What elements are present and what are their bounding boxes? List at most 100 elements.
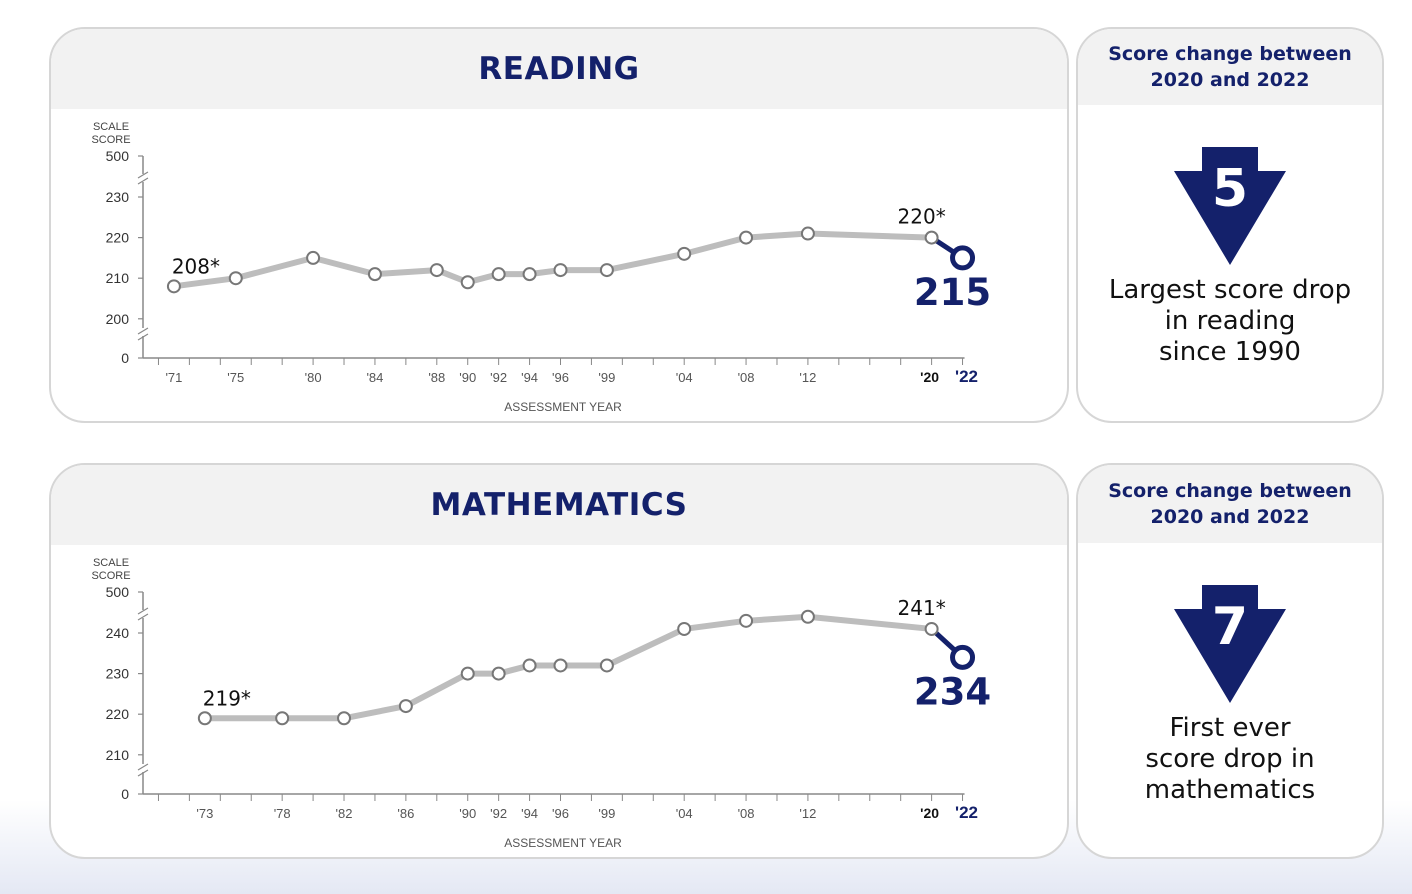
x-tick-label: '75 [227, 370, 244, 385]
x-tick-label: '20 [920, 369, 939, 385]
y-tick-label: 220 [106, 706, 130, 722]
y-tick-label: 240 [106, 625, 130, 641]
data-label: 219* [203, 686, 251, 710]
data-point [522, 658, 537, 673]
reading-score-change-panel: Score change between 2020 and 2022 5 Lar… [1076, 27, 1384, 423]
x-tick-label: '96 [552, 370, 569, 385]
x-tick-label: '94 [521, 370, 538, 385]
data-point [398, 699, 413, 714]
y-tick-label: 0 [121, 350, 129, 366]
x-tick-label: '08 [738, 370, 755, 385]
x-axis-title: ASSESSMENT YEAR [504, 400, 622, 414]
data-point [306, 250, 321, 265]
data-point [677, 246, 692, 261]
x-tick-label: '04 [676, 806, 693, 821]
mathematics-score-change-body: 7 First ever score drop in mathematics [1078, 585, 1382, 806]
x-tick-label: '90 [459, 806, 476, 821]
data-point [553, 263, 568, 278]
data-point [599, 263, 614, 278]
data-point [924, 621, 939, 636]
latest-score-label: 234 [914, 670, 991, 713]
x-tick-label: '12 [799, 370, 816, 385]
score-change-caption: Largest score drop in reading since 1990 [1108, 275, 1352, 367]
x-tick-label: '22 [955, 803, 978, 822]
data-point [367, 267, 382, 282]
reading-header: READING [51, 29, 1067, 109]
reading-score-change-body: 5 Largest score drop in reading since 19… [1078, 147, 1382, 368]
data-point [553, 658, 568, 673]
data-point [197, 711, 212, 726]
axis-break-mark [137, 327, 149, 341]
score-change-value: 5 [1211, 159, 1249, 219]
x-tick-label: '96 [552, 806, 569, 821]
latest-data-point [950, 644, 976, 670]
x-tick-label: '92 [490, 806, 507, 821]
data-label: 208* [172, 254, 220, 278]
reading-title: READING [478, 51, 640, 87]
x-tick-label: '80 [305, 370, 322, 385]
down-arrow-icon: 5 [1168, 147, 1292, 267]
y-tick-label: 200 [106, 311, 130, 327]
y-tick-label: 500 [106, 148, 130, 164]
data-point [228, 271, 243, 286]
axis-break-mark [137, 171, 149, 185]
score-change-title: Score change between 2020 and 2022 [1108, 480, 1352, 528]
data-label: 241* [898, 596, 946, 620]
latest-score-label: 215 [914, 271, 991, 314]
x-tick-label: '73 [196, 806, 213, 821]
score-change-caption: First ever score drop in mathematics [1144, 713, 1316, 805]
x-tick-label: '04 [676, 370, 693, 385]
y-axis-title: SCALE [93, 121, 129, 133]
y-tick-label: 230 [106, 666, 130, 682]
x-tick-label: '08 [738, 806, 755, 821]
score-change-title: Score change between 2020 and 2022 [1108, 43, 1352, 91]
data-point [739, 230, 754, 245]
data-point [460, 275, 475, 290]
x-tick-label: '84 [366, 370, 383, 385]
x-tick-label: '90 [459, 370, 476, 385]
data-point [522, 267, 537, 282]
data-point [599, 658, 614, 673]
data-point [800, 609, 815, 624]
data-point [166, 279, 181, 294]
y-tick-label: 0 [121, 786, 129, 802]
x-tick-label: '71 [165, 370, 182, 385]
data-point [491, 666, 506, 681]
y-axis-title: SCALE [93, 557, 129, 569]
mathematics-score-change-header: Score change between 2020 and 2022 [1078, 465, 1382, 543]
x-tick-label: '94 [521, 806, 538, 821]
x-tick-label: '99 [598, 806, 615, 821]
data-point [800, 226, 815, 241]
x-tick-label: '22 [955, 367, 978, 386]
y-axis-title: SCORE [91, 134, 130, 146]
x-tick-label: '78 [274, 806, 291, 821]
x-tick-label: '86 [397, 806, 414, 821]
score-change-value: 7 [1211, 597, 1249, 657]
x-tick-label: '99 [598, 370, 615, 385]
axis-break-mark [137, 763, 149, 777]
reading-score-change-header: Score change between 2020 and 2022 [1078, 29, 1382, 105]
y-tick-label: 230 [106, 189, 130, 205]
x-tick-label: '88 [428, 370, 445, 385]
y-tick-label: 210 [106, 747, 130, 763]
latest-data-point [950, 245, 976, 271]
y-tick-label: 210 [106, 270, 130, 286]
data-point [337, 711, 352, 726]
y-tick-label: 220 [106, 230, 130, 246]
data-label: 220* [898, 205, 946, 229]
down-arrow-icon: 7 [1168, 585, 1292, 705]
series-line [170, 230, 935, 290]
x-tick-label: '82 [336, 806, 353, 821]
axis-break-mark [137, 607, 149, 621]
mathematics-score-change-panel: Score change between 2020 and 2022 7 Fir… [1076, 463, 1384, 859]
x-tick-label: '12 [799, 806, 816, 821]
reading-chart-panel: READING SCALE SCORE 500 230 220 210 200 0 '71 '75… [49, 27, 1069, 423]
mathematics-header: MATHEMATICS [51, 465, 1067, 545]
series-line [201, 613, 935, 722]
x-axis-title: ASSESSMENT YEAR [504, 836, 622, 850]
data-point [460, 666, 475, 681]
x-tick-label: '92 [490, 370, 507, 385]
data-point [677, 621, 692, 636]
